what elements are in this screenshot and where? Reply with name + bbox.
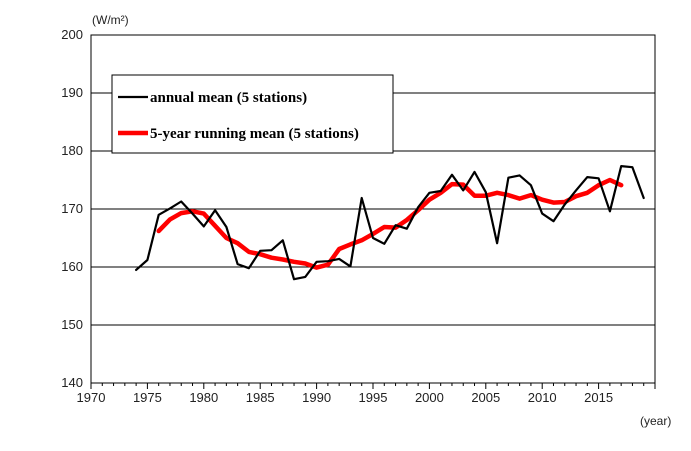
x-tick-label-1995: 1995	[359, 390, 388, 405]
x-axis-tick-labels: 1970 1975 1980 1985 1990 1995 2000 2005 2010 2015	[77, 390, 614, 405]
x-tick-label-1975: 1975	[133, 390, 162, 405]
legend-box	[111, 74, 394, 154]
x-tick-label-1970: 1970	[77, 390, 106, 405]
series-line-running-mean	[156, 177, 624, 270]
y-tick-label-140: 140	[61, 375, 83, 390]
y-tick-label-180: 180	[61, 143, 83, 158]
y-tick-label-200: 200	[61, 27, 83, 42]
x-tick-label-2005: 2005	[471, 390, 500, 405]
y-axis-unit-label: (W/m²)	[92, 13, 129, 27]
y-tick-label-150: 150	[61, 317, 83, 332]
y-tick-label-170: 170	[61, 201, 83, 216]
x-tick-label-1985: 1985	[246, 390, 275, 405]
y-axis-tick-labels: 140 150 160 170 180 190 200	[61, 27, 83, 390]
y-tick-label-160: 160	[61, 259, 83, 274]
legend: annual mean (5 stations) 5-year running …	[111, 74, 394, 154]
x-tick-label-2010: 2010	[528, 390, 557, 405]
x-tick-label-1980: 1980	[189, 390, 218, 405]
y-tick-label-190: 190	[61, 85, 83, 100]
x-tick-label-1990: 1990	[302, 390, 331, 405]
x-axis-tick-marks	[90, 383, 656, 389]
legend-entry-running-mean: 5-year running mean (5 stations)	[150, 126, 359, 142]
x-tick-label-2015: 2015	[584, 390, 613, 405]
series-line-annual-mean	[135, 165, 645, 281]
x-axis-unit-label: (year)	[640, 414, 671, 428]
series-layer	[135, 165, 645, 281]
legend-entry-annual-mean: annual mean (5 stations)	[150, 90, 307, 106]
x-tick-label-2000: 2000	[415, 390, 444, 405]
